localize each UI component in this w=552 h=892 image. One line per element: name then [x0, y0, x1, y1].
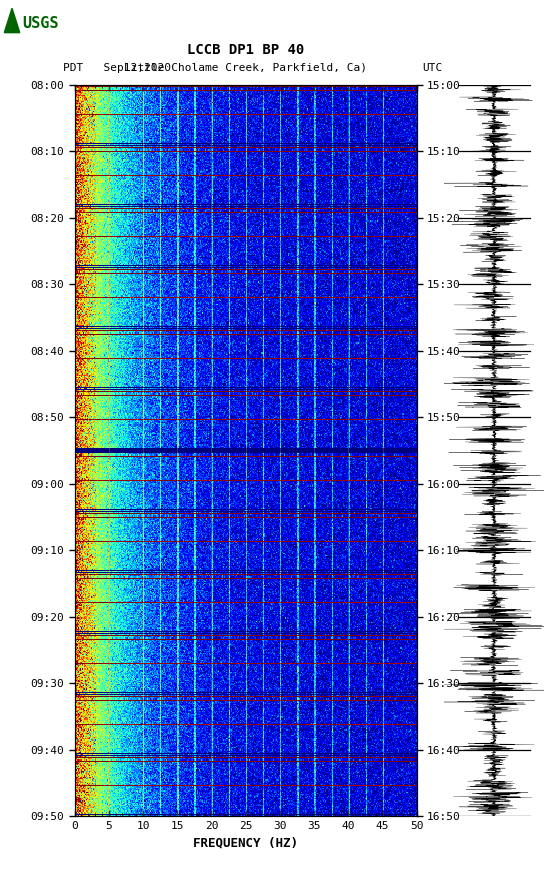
Text: PDT   Sep12,2020: PDT Sep12,2020 — [63, 62, 172, 73]
Text: UTC: UTC — [422, 62, 443, 73]
Text: Little Cholame Creek, Parkfield, Ca): Little Cholame Creek, Parkfield, Ca) — [124, 62, 367, 73]
Text: USGS: USGS — [22, 16, 59, 31]
Text: LCCB DP1 BP 40: LCCB DP1 BP 40 — [187, 43, 304, 57]
X-axis label: FREQUENCY (HZ): FREQUENCY (HZ) — [193, 837, 298, 849]
Polygon shape — [4, 8, 20, 33]
